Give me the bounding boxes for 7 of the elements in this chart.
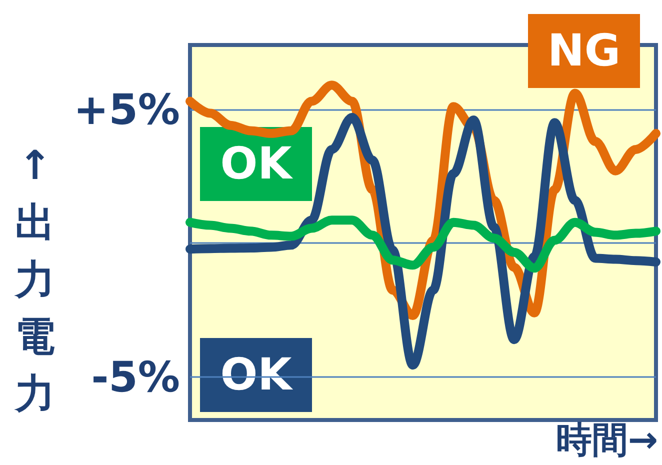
series-label: NG [548, 26, 620, 76]
series-label: OK [220, 138, 294, 190]
text: OK [220, 350, 294, 400]
y-tick-label: -5% [91, 352, 180, 402]
y-axis-title: ↑出力電力 [14, 142, 56, 419]
y-tick-label: +5% [74, 84, 180, 134]
x-axis-title: 時間→ [556, 419, 658, 463]
